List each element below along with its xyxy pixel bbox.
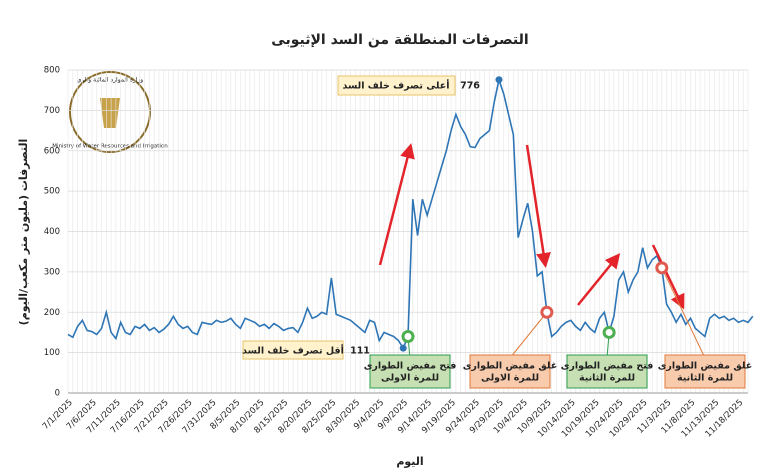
y-tick-label: 700	[44, 106, 60, 116]
y-tick-label: 600	[44, 146, 60, 156]
logo-arabic: وزارة الموارد المائية والري	[77, 77, 144, 84]
event-box	[469, 354, 551, 389]
event-text: للمرة الثانية	[677, 373, 733, 384]
y-tick-label: 300	[44, 267, 60, 277]
max-point	[495, 76, 503, 84]
event-box	[664, 354, 746, 389]
y-tick-label: 100	[44, 348, 60, 358]
trend-arrow	[651, 244, 685, 310]
y-tick-label: 800	[44, 66, 60, 76]
min-box	[242, 340, 344, 360]
event-connector	[661, 267, 706, 359]
y-tick-label: 0	[55, 389, 60, 399]
event-text: غلق مفيض الطوارى	[658, 361, 753, 372]
y-tick-label: 400	[44, 227, 60, 237]
event-marker	[602, 325, 616, 339]
min-point	[399, 344, 407, 352]
min-text: أقل تصرف خلف السد	[242, 344, 344, 357]
max-value: 776	[460, 81, 480, 92]
trend-arrow	[525, 144, 551, 268]
logo-english: Ministry of Water Resources and Irrigati…	[52, 144, 168, 150]
chart-title: التصرفات المنطلقة من السد الإثيوبى	[271, 32, 528, 48]
trend-arrow	[577, 253, 621, 306]
event-text: للمرة الثانية	[579, 373, 635, 384]
event-text: للمرة الاولى	[481, 373, 539, 384]
event-connector	[509, 311, 548, 359]
x-axis-label: اليوم	[396, 455, 423, 468]
series-line	[67, 76, 754, 350]
event-text: فتح مفيض الطوارى	[561, 361, 654, 372]
min-value: 111	[350, 346, 370, 357]
event-marker	[655, 261, 669, 275]
max-text: أعلى تصرف خلف السد	[342, 79, 449, 92]
event-text: غلق مفيض الطوارى	[463, 361, 558, 372]
event-box	[566, 354, 648, 389]
event-box	[369, 354, 451, 389]
y-axis-label: التصرفات (مليون متر مكعب/اليوم)	[17, 139, 30, 326]
max-box	[337, 75, 456, 96]
y-tick-label: 200	[44, 308, 60, 318]
logo-emblem	[100, 98, 120, 128]
trend-arrow	[378, 143, 415, 266]
event-marker	[401, 329, 415, 343]
event-text: فتح مفيض الطوارى	[364, 361, 457, 372]
event-text: للمرة الاولى	[381, 373, 439, 384]
y-tick-label: 500	[44, 187, 60, 197]
event-marker	[540, 305, 554, 319]
